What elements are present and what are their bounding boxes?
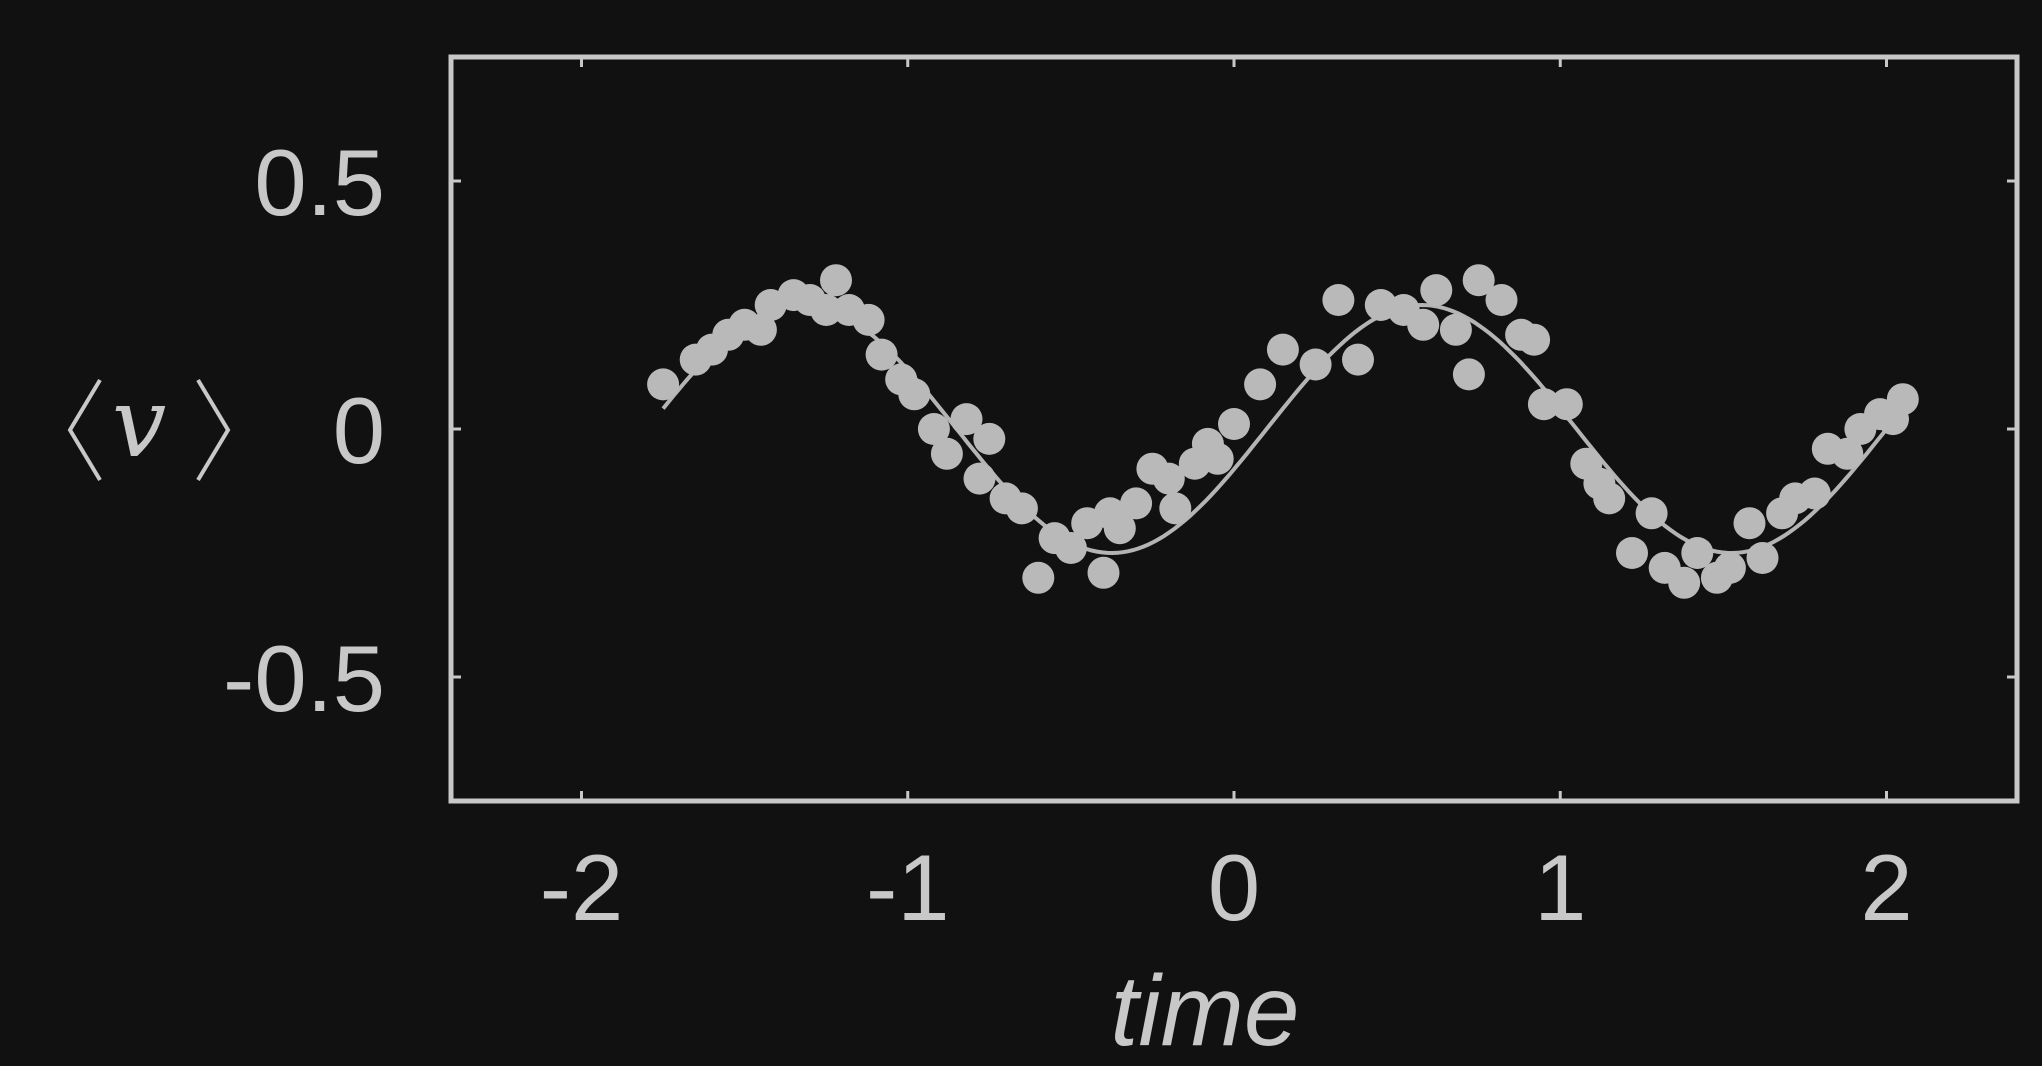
right-angle-bracket [196, 378, 231, 482]
data-point [1485, 284, 1518, 316]
data-point [1201, 442, 1234, 475]
x-tick-label: -2 [540, 835, 624, 940]
data-point [1518, 323, 1551, 356]
data-point [1462, 264, 1495, 297]
data-point [1322, 284, 1355, 316]
data-point [810, 294, 843, 326]
data-point [1005, 492, 1038, 525]
data-point [820, 264, 852, 297]
x-axis-title: time [1111, 955, 1300, 1066]
data-point [865, 338, 898, 371]
left-angle-bracket [67, 378, 102, 482]
data-point [744, 313, 777, 346]
ticks-layer: -2 -1 0 1 2 0.5 0 -0.5 [223, 57, 2017, 940]
data-point [1439, 313, 1472, 346]
x-tick-label: -1 [866, 835, 950, 940]
data-point [1635, 497, 1668, 530]
data-point [1746, 542, 1779, 574]
data-point [963, 462, 996, 495]
x-tick-label: 1 [1534, 835, 1586, 940]
y-tick-label: -0.5 [223, 626, 385, 731]
data-point [1087, 556, 1120, 589]
data-point [1342, 343, 1374, 376]
data-point [1886, 383, 1919, 416]
x-tick-label: 0 [1208, 835, 1260, 940]
data-point [1798, 477, 1831, 510]
data-point [1022, 561, 1055, 594]
data-point [1054, 532, 1087, 564]
data-point [1668, 566, 1701, 599]
data-point [973, 422, 1006, 455]
data-point [1733, 507, 1766, 540]
data-point [1713, 551, 1746, 584]
data-point [1152, 462, 1185, 495]
data-point [1550, 388, 1583, 421]
y-axis-label: v [67, 367, 231, 482]
data-point [1616, 537, 1648, 569]
points-layer [647, 264, 1919, 599]
data-point [647, 368, 680, 401]
data-point [917, 413, 950, 445]
x-tick-label: 2 [1860, 835, 1912, 940]
data-point [1299, 348, 1332, 381]
y-axis-title: v [112, 367, 166, 479]
data-point [1266, 333, 1299, 366]
data-point [1681, 537, 1714, 569]
data-point [1120, 487, 1153, 520]
data-point [1159, 492, 1192, 525]
y-tick-label: 0 [333, 378, 385, 483]
data-point [1831, 437, 1864, 470]
data-point [1593, 482, 1626, 515]
data-point [898, 378, 931, 411]
data-point [930, 437, 963, 470]
data-point [950, 403, 983, 436]
data-point [852, 303, 885, 336]
y-tick-label: 0.5 [254, 130, 385, 235]
data-point [1103, 512, 1136, 545]
data-point [1452, 358, 1485, 391]
data-point [1407, 308, 1440, 341]
data-point [1527, 388, 1560, 421]
data-point [1244, 368, 1277, 401]
data-point [1420, 274, 1453, 307]
data-point [1218, 408, 1250, 440]
